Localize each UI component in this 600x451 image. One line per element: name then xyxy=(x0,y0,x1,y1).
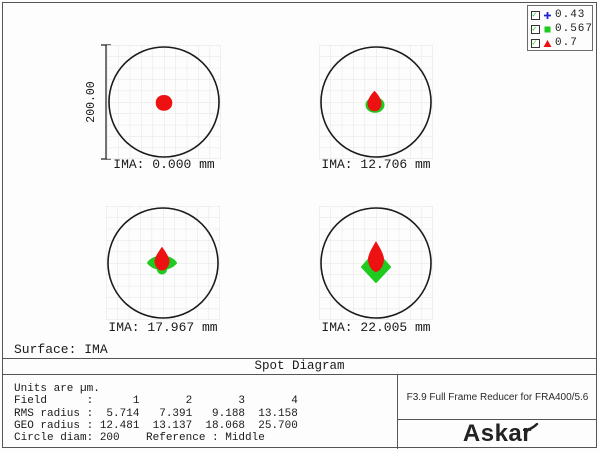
divider xyxy=(2,374,597,375)
design-title: F3.9 Full Frame Reducer for FRA400/5.6 xyxy=(406,391,589,403)
spot-blob-red xyxy=(367,91,382,112)
askar-logo: Askar xyxy=(462,420,539,447)
logo-swoosh-icon xyxy=(523,423,539,431)
scale-bar-label: 200.00 xyxy=(85,81,98,123)
airy-circle xyxy=(108,46,220,158)
surface-label: Surface: IMA xyxy=(14,342,108,357)
ima-label-field-2: IMA: 12.706 mm xyxy=(321,157,431,172)
spot-statistics-block: Units are µm. Field : 1 2 3 4 RMS radius… xyxy=(14,383,298,445)
scale-bar: 200.00 xyxy=(85,44,111,160)
legend-wavelength-value: 0.43 xyxy=(555,8,586,21)
spot-panel-field-4 xyxy=(319,206,433,320)
spot-panel-field-2 xyxy=(319,45,433,159)
spot-blob-red xyxy=(155,95,173,111)
legend-checkbox-icon[interactable] xyxy=(531,24,540,34)
airy-circle xyxy=(107,207,219,319)
legend-row-wavelength-1: 0.43 xyxy=(531,8,592,22)
legend-row-wavelength-3: 0.7 xyxy=(531,36,592,50)
legend-wavelength-value: 0.7 xyxy=(555,36,578,49)
ima-label-field-1: IMA: 0.000 mm xyxy=(113,157,215,172)
legend-checkbox-icon[interactable] xyxy=(531,10,540,20)
wavelength-legend: 0.43 0.567 0.7 xyxy=(527,5,593,51)
askar-logo-text: Askar xyxy=(462,420,533,447)
spot-blob-red xyxy=(368,241,384,272)
divider xyxy=(2,358,597,359)
divider xyxy=(398,419,597,420)
plot-title: Spot Diagram xyxy=(254,359,345,373)
legend-wavelength-value: 0.567 xyxy=(555,22,594,35)
ima-label-field-3: IMA: 17.967 mm xyxy=(108,320,218,335)
brand-logo-cell: Askar xyxy=(398,420,597,448)
divider xyxy=(397,374,398,449)
triangle-marker-icon xyxy=(543,39,552,47)
legend-checkbox-icon[interactable] xyxy=(531,38,540,48)
legend-row-wavelength-2: 0.567 xyxy=(531,22,592,36)
ima-label-field-4: IMA: 22.005 mm xyxy=(321,320,431,335)
plus-marker-icon xyxy=(544,11,551,19)
spot-panel-field-1 xyxy=(107,45,221,159)
spot-blob-red xyxy=(154,247,170,271)
square-marker-icon xyxy=(544,26,551,32)
airy-circle xyxy=(320,207,432,319)
spot-panel-field-3 xyxy=(106,206,220,320)
airy-circle xyxy=(320,46,432,158)
